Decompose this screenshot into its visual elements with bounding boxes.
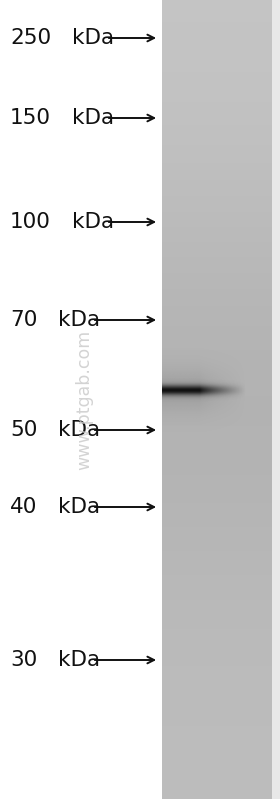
Text: kDa: kDa: [58, 650, 100, 670]
Bar: [0, 0, 162, 799]
Text: 150: 150: [10, 108, 51, 128]
Text: kDa: kDa: [58, 310, 100, 330]
Bar: [272, 0, 280, 799]
Text: 30: 30: [10, 650, 37, 670]
Text: kDa: kDa: [72, 212, 114, 232]
Text: www.ptgab.com: www.ptgab.com: [75, 329, 93, 470]
Text: 50: 50: [10, 420, 37, 440]
Text: 40: 40: [10, 497, 37, 517]
Text: 70: 70: [10, 310, 37, 330]
Text: kDa: kDa: [72, 108, 114, 128]
Text: 100: 100: [10, 212, 51, 232]
Text: kDa: kDa: [72, 28, 114, 48]
Text: kDa: kDa: [58, 420, 100, 440]
Text: 250: 250: [10, 28, 51, 48]
Text: kDa: kDa: [58, 497, 100, 517]
